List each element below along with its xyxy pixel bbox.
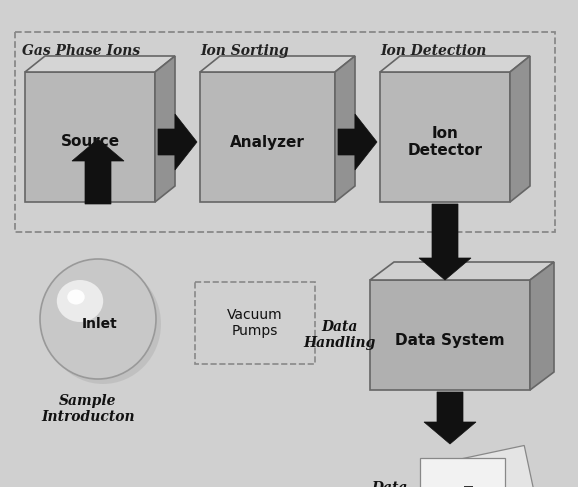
Ellipse shape <box>45 264 161 384</box>
Ellipse shape <box>40 259 156 379</box>
Polygon shape <box>200 72 335 202</box>
Polygon shape <box>446 446 543 487</box>
Polygon shape <box>158 114 197 170</box>
Text: Analyzer: Analyzer <box>230 134 305 150</box>
Polygon shape <box>155 56 175 202</box>
Text: Inlet: Inlet <box>82 317 118 331</box>
Text: Ion Detection: Ion Detection <box>380 44 486 58</box>
Polygon shape <box>200 56 355 72</box>
Text: Ion
Detector: Ion Detector <box>407 126 483 158</box>
Polygon shape <box>335 56 355 202</box>
Polygon shape <box>370 280 530 390</box>
Polygon shape <box>25 72 155 202</box>
Polygon shape <box>370 262 554 280</box>
Text: Vacuum
Pumps: Vacuum Pumps <box>227 308 283 338</box>
Bar <box>464 486 473 487</box>
Polygon shape <box>72 139 124 204</box>
Polygon shape <box>424 392 476 444</box>
Ellipse shape <box>57 280 103 322</box>
Text: Data System: Data System <box>395 333 505 348</box>
Text: Ion Sorting: Ion Sorting <box>200 44 289 58</box>
Polygon shape <box>419 204 471 280</box>
Text: Source: Source <box>61 134 120 150</box>
Polygon shape <box>420 458 505 487</box>
Polygon shape <box>530 262 554 390</box>
Text: Data
Handling: Data Handling <box>304 320 376 350</box>
Ellipse shape <box>67 289 85 304</box>
Text: Data
Output: Data Output <box>362 481 417 487</box>
Polygon shape <box>380 72 510 202</box>
Polygon shape <box>338 114 377 170</box>
Polygon shape <box>510 56 530 202</box>
Polygon shape <box>380 56 530 72</box>
Text: Gas Phase Ions: Gas Phase Ions <box>22 44 140 58</box>
Text: Sample
Introducton: Sample Introducton <box>41 394 135 424</box>
Polygon shape <box>25 56 175 72</box>
